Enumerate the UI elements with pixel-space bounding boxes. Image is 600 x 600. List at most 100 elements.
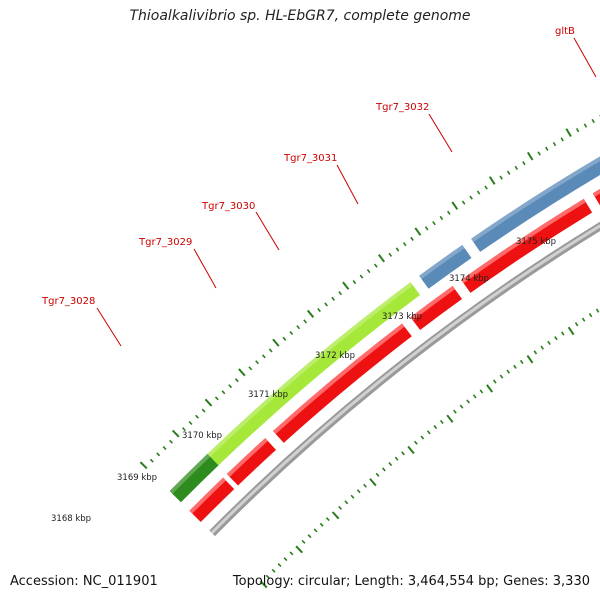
tick-mark (426, 430, 431, 435)
tick-mark (195, 414, 199, 419)
tick-mark (492, 379, 497, 384)
tick-mark (375, 472, 380, 477)
gene-leader-line (573, 37, 597, 78)
gene-leader-line (193, 248, 217, 289)
tick-mark (221, 390, 226, 395)
gene-block (471, 156, 600, 252)
kbp-label: 3170 kbp (182, 431, 222, 441)
tick-mark (373, 263, 378, 268)
tick-mark (407, 445, 415, 455)
kbp-label: 3172 kbp (315, 351, 355, 361)
tick-mark (526, 151, 534, 161)
tick-mark (581, 317, 586, 322)
tick-mark (352, 280, 357, 285)
tick-mark (565, 128, 572, 137)
tick-mark (307, 534, 312, 539)
tick-mark (414, 227, 422, 236)
tick-mark (248, 366, 253, 371)
tick-mark (459, 404, 464, 409)
tick-mark (591, 118, 595, 124)
gene-label: Tgr7_3030 (201, 201, 255, 212)
tick-mark (479, 389, 484, 394)
cds-block-top (189, 477, 226, 514)
tick-mark (466, 399, 470, 404)
tick-mark (156, 452, 161, 457)
kbp-label: 3168 kbp (51, 514, 91, 524)
cds-block-top (273, 323, 405, 435)
gene-leader-line (255, 211, 280, 251)
cds-track-red (189, 189, 600, 523)
tick-mark (369, 478, 377, 487)
tick-mark (506, 170, 511, 175)
tick-mark (139, 461, 148, 470)
inner-tick-ring (259, 308, 600, 589)
gene-block-top (471, 156, 600, 243)
tick-mark (350, 494, 355, 499)
tick-mark (413, 440, 418, 445)
tick-mark (424, 226, 429, 231)
tick-mark (169, 439, 173, 444)
cds-block-top (592, 189, 600, 197)
tick-mark (552, 141, 557, 147)
tick-mark (461, 200, 466, 205)
tick-mark (472, 394, 477, 399)
tick-mark (381, 467, 386, 472)
gene-label: Tgr7_3032 (375, 102, 429, 113)
kbp-label: 3171 kbp (248, 390, 288, 400)
tick-mark (283, 557, 288, 562)
tick-mark (303, 319, 308, 324)
cds-block-top (226, 438, 268, 477)
map-title: Thioalkalivibrio sp. HL-EbGR7, complete … (129, 8, 471, 24)
cds-block (461, 198, 593, 293)
tick-mark (378, 254, 386, 263)
tick-mark (342, 281, 350, 290)
tick-mark (420, 435, 425, 440)
tick-mark (171, 429, 180, 438)
tick-mark (214, 396, 219, 401)
gene-leader-line (428, 113, 453, 153)
gene-leader-line (336, 164, 359, 205)
tick-mark (238, 368, 246, 377)
tick-mark (228, 384, 233, 389)
accession-text: Accession: NC_011901 (10, 574, 158, 589)
tick-mark (331, 296, 336, 301)
tick-mark (317, 308, 321, 313)
gene-labels: Tgr7_3028 Tgr7_3029 Tgr7_3030 Tgr7_3031 Tgr7… (41, 26, 597, 347)
kbp-label: 3174 kbp (449, 274, 489, 284)
tick-mark (567, 326, 575, 336)
tick-mark (499, 175, 503, 180)
tick-mark (204, 398, 213, 407)
cds-block (273, 323, 412, 443)
tick-mark (451, 201, 459, 210)
gene-block-top (419, 244, 465, 280)
tick-mark (469, 195, 473, 200)
tick-mark (486, 384, 494, 393)
cds-block-top (461, 198, 586, 284)
cds-block (410, 285, 463, 330)
tick-mark (272, 338, 280, 347)
tick-mark (522, 160, 526, 166)
tick-mark (271, 568, 276, 573)
tick-mark (561, 331, 565, 336)
tick-mark (313, 528, 318, 533)
tick-mark (363, 483, 367, 488)
tick-mark (575, 128, 580, 133)
tick-mark (446, 414, 454, 423)
tick-mark (453, 409, 457, 414)
tick-mark (356, 489, 361, 494)
tick-mark (268, 348, 273, 353)
gene-block (207, 282, 421, 466)
tick-mark (537, 151, 541, 156)
tick-mark (366, 269, 371, 274)
backbone-band (209, 221, 600, 537)
kbp-label: 3173 kbp (382, 312, 422, 322)
tick-mark (295, 545, 304, 554)
genome-summary-text: Topology: circular; Length: 3,464,554 bp… (232, 574, 590, 589)
backbone-track (209, 221, 600, 537)
tick-mark (324, 302, 328, 307)
tick-mark (402, 242, 407, 247)
tick-mark (583, 123, 588, 128)
tick-mark (259, 580, 268, 589)
tick-mark (588, 313, 593, 318)
